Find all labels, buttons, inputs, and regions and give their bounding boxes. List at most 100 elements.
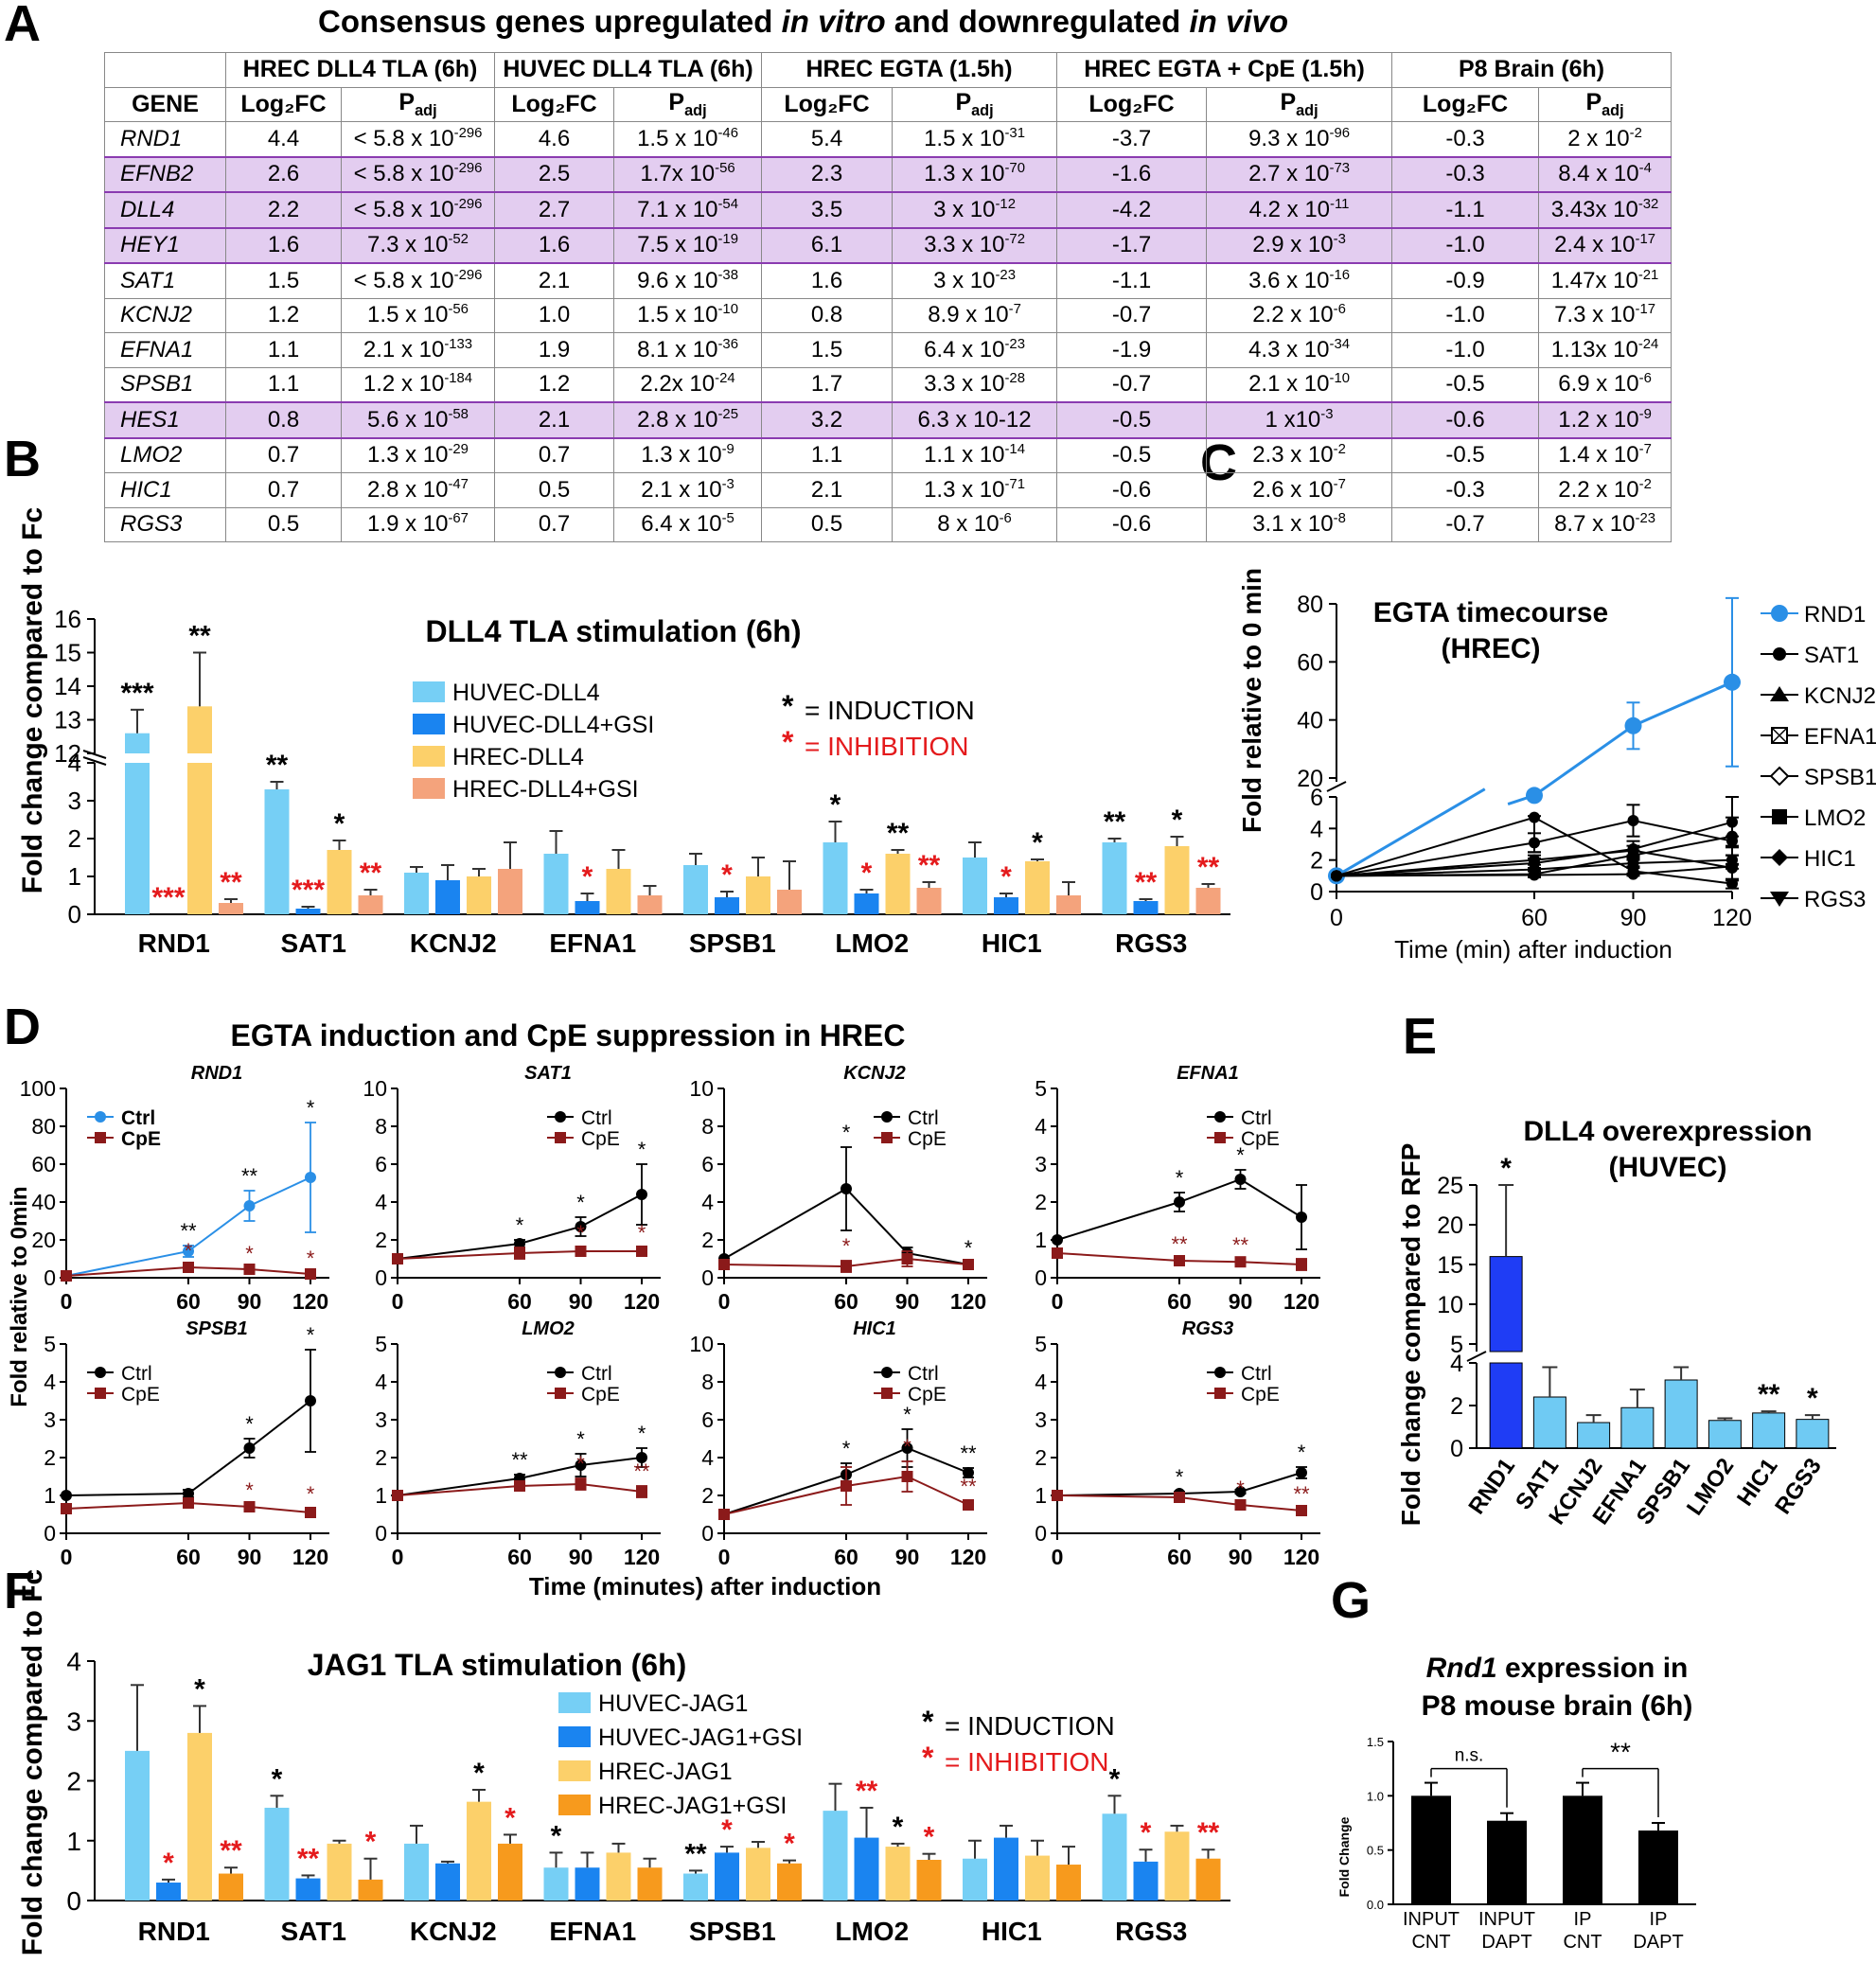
padj-mantissa: 3 x 10 [933, 196, 996, 222]
chart-b-bar-huvec-dll4+gsi [715, 897, 739, 914]
chart-d-xtick-label: 0 [61, 1545, 73, 1569]
chart-d-ytick-label: 8 [701, 1114, 714, 1139]
table-log2fc-header: Log₂FC [494, 86, 615, 122]
chart-d-point [575, 1246, 587, 1257]
padj-exponent: -17 [1635, 302, 1655, 318]
chart-e-title-line1: DLL4 overexpression [1523, 1116, 1812, 1147]
chart-b-xtick-label: KCNJ2 [410, 928, 497, 958]
chart-b-bar-hrec-dll4 [885, 854, 911, 914]
table-log2fc-cell: 2.5 [494, 155, 615, 193]
chart-b-inhibition-note: = INHIBITION [805, 732, 968, 761]
table-log2fc-cell: -1.6 [1056, 155, 1208, 193]
padj-exponent: -19 [717, 232, 738, 248]
table-a-title-italic1: in vitro [781, 4, 886, 39]
chart-d-series-line [65, 1400, 311, 1496]
chart-d-xtick-label: 0 [61, 1289, 73, 1314]
padj-mantissa: 2.2 x 10 [1252, 302, 1334, 328]
chart-d-xtick-label: 60 [176, 1545, 201, 1569]
padj-exponent: -184 [444, 371, 473, 387]
chart-c-legend-marker [1772, 809, 1787, 824]
padj-exponent: -36 [717, 336, 738, 352]
chart-c-point [1331, 870, 1342, 882]
chart-d-ytick-label: 1 [375, 1483, 387, 1508]
padj-mantissa: 1 x10 [1265, 406, 1321, 433]
padj-exponent: -3 [1333, 232, 1346, 248]
consensus-genes-table: HREC DLL4 TLA (6h) HUVEC DLL4 TLA (6h) HRE… [104, 52, 1672, 542]
chart-d-ytick-label: 2 [701, 1483, 714, 1508]
chart-f-signif-mark: * [721, 1814, 733, 1846]
padj-exponent: -67 [448, 511, 469, 527]
padj-exponent: -296 [453, 125, 483, 141]
chart-b-signif-mark: ** [220, 867, 242, 898]
chart-d-ylabel: Fold relative to 0min [7, 1186, 32, 1406]
table-row: HIC1 0.7 2.8 x 10-47 0.5 2.1 x 10-3 2.1 1.3 x … [104, 472, 1672, 508]
table-a-title-part1: Consensus genes upregulated [318, 4, 782, 39]
chart-b-bar-huvec-dll4 [1102, 842, 1127, 914]
chart-d-point [636, 1452, 647, 1463]
chart-d-legend-marker [95, 1111, 106, 1123]
chart-f-ytick-label: 1 [66, 1827, 81, 1856]
padj-mantissa: < 5.8 x 10 [353, 196, 454, 222]
table-log2fc-cell: -0.7 [1056, 366, 1208, 403]
table-log2fc-cell: 2.7 [494, 191, 615, 229]
chart-d-xtick-label: 90 [238, 1545, 262, 1569]
table-padj-cell: 4.2 x 10-11 [1206, 191, 1393, 229]
padj-exponent: -3 [721, 476, 734, 492]
chart-d-signif-mark: * [576, 1191, 585, 1214]
chart-b-signif-mark: * [582, 861, 593, 893]
chart-b-signif-mark: * [721, 859, 733, 891]
panel-label-a: A [4, 0, 41, 52]
table-gene-cell: RND1 [104, 121, 226, 157]
chart-d-legend-label: CpE [908, 1384, 947, 1406]
chart-c-ytick-label: 60 [1297, 649, 1323, 676]
panel-label-f: F [4, 1563, 35, 1619]
chart-d-xtick-label: 60 [1167, 1545, 1192, 1569]
table-log2fc-cell: 2.2 [225, 191, 342, 229]
chart-b-bar-huvec-dll4 [963, 858, 987, 914]
chart-d-xtick-label: 60 [834, 1289, 858, 1314]
chart-f-inhibition-note: = INHIBITION [945, 1747, 1108, 1777]
chart-d-subplot-title: SPSB1 [186, 1318, 248, 1339]
table-log2fc-cell: -0.9 [1391, 262, 1540, 299]
chart-b-bar-huvec-dll4+gsi [854, 893, 879, 914]
chart-b-legend-label: HREC-DLL4+GSI [452, 776, 639, 803]
chart-b-legend-label: HUVEC-DLL4 [452, 680, 600, 706]
chart-f-bar-hrec-jag1+gsi [219, 1873, 243, 1901]
chart-e-ytick-label: 15 [1437, 1252, 1463, 1279]
chart-d-series-line [397, 1482, 643, 1496]
padj-exponent: -2 [1333, 442, 1346, 458]
chart-g-ytick-label: 0.5 [1367, 1844, 1384, 1858]
chart-d-ytick-label: 6 [701, 1407, 714, 1432]
chart-c-legend-label: RND1 [1804, 602, 1866, 628]
padj-mantissa: 1.5 x 10 [637, 125, 718, 151]
table-padj-cell: < 5.8 x 10-296 [340, 262, 496, 299]
chart-d-ytick-label: 0 [44, 1521, 56, 1546]
chart-d-signif-mark: * [842, 1437, 851, 1460]
chart-d-signif-mark: ** [960, 1475, 977, 1498]
chart-f-bar-huvec-jag1 [125, 1750, 150, 1901]
chart-f-bar-hrec-jag1 [1164, 1831, 1190, 1901]
padj-mantissa: 1.13x 10 [1550, 336, 1638, 363]
chart-d-ytick-label: 4 [44, 1370, 56, 1394]
chart-c-series-line [1336, 849, 1733, 877]
table-padj-cell: 2 x 10-2 [1538, 121, 1672, 157]
chart-d-point [718, 1509, 730, 1520]
padj-mantissa: 8 x 10 [937, 511, 1000, 538]
chart-g-title-rest: expression in [1497, 1653, 1689, 1684]
table-padj-cell: 8.4 x 10-4 [1538, 155, 1672, 193]
chart-d-ytick-label: 5 [1035, 1076, 1047, 1101]
padj-exponent: -10 [717, 302, 738, 318]
table-log2fc-cell: 1.7 [761, 366, 894, 403]
chart-f-bar-huvec-jag1 [543, 1867, 569, 1901]
chart-f-legend-label: HUVEC-JAG1+GSI [598, 1724, 803, 1751]
chart-b-signif-mark: ** [188, 621, 211, 652]
chart-d-point [901, 1442, 913, 1454]
chart-b-inhibition-star: * [782, 725, 794, 759]
table-log2fc-cell: 1.6 [761, 262, 894, 299]
chart-d-ytick-label: 10 [689, 1332, 714, 1356]
chart-d-ytick-label: 40 [31, 1190, 56, 1214]
table-log2fc-cell: 1.6 [225, 226, 342, 264]
table-log2fc-cell: -1.9 [1056, 332, 1208, 368]
